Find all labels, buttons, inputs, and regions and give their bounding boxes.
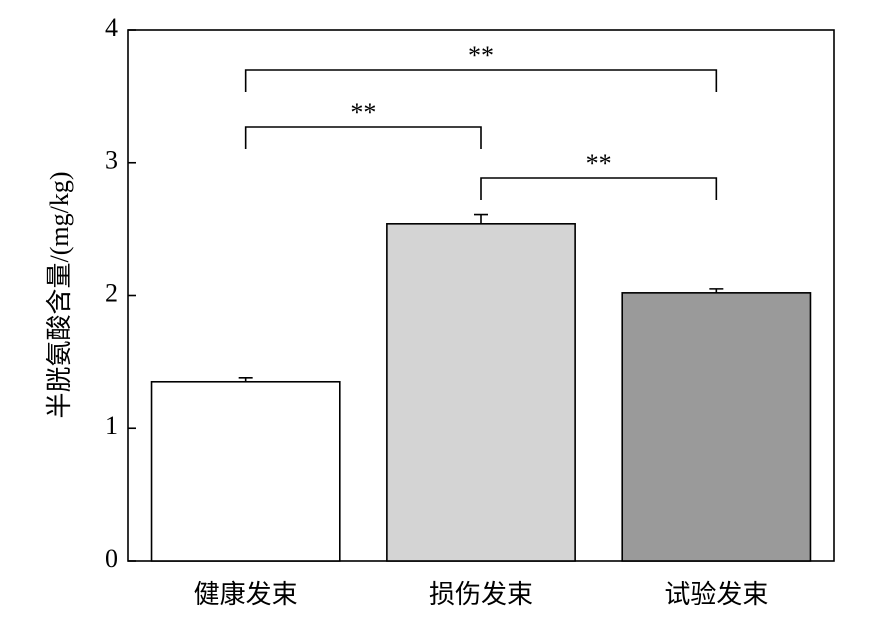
y-tick-label: 2 — [105, 278, 118, 307]
bar — [150, 380, 341, 562]
y-axis-label: 半胱氨酸含量/(mg/kg) — [45, 172, 74, 419]
x-tick-label: 健康发束 — [194, 580, 298, 609]
error-bar — [238, 377, 253, 382]
significance-label: ** — [468, 41, 494, 70]
y-tick-label: 0 — [105, 544, 118, 573]
bar — [621, 292, 812, 562]
significance-bracket — [244, 126, 482, 149]
y-tick-label: 4 — [105, 13, 118, 42]
y-tick-label: 1 — [105, 411, 118, 440]
x-tick-label: 试验发束 — [664, 580, 768, 609]
significance-bracket — [480, 177, 718, 200]
error-bar — [474, 213, 488, 224]
x-tick-label: 损伤发束 — [429, 580, 533, 609]
significance-bracket — [244, 69, 718, 92]
bar — [386, 223, 576, 562]
significance-label: ** — [350, 98, 376, 127]
significance-label: ** — [586, 149, 612, 178]
error-bar — [709, 288, 724, 293]
y-tick-label: 3 — [105, 146, 118, 175]
